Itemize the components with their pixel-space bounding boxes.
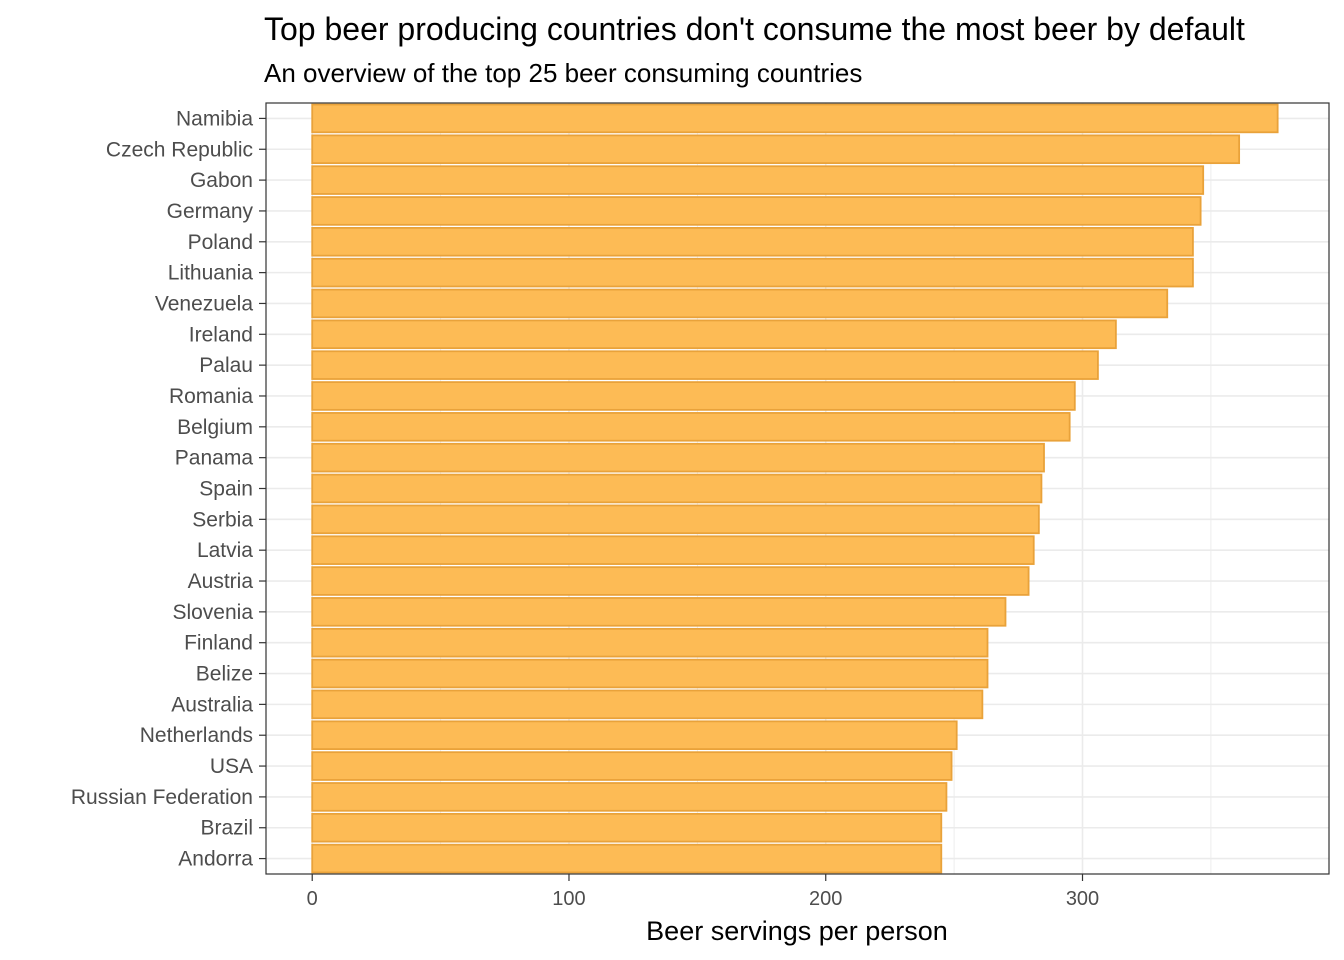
bar-namibia xyxy=(311,103,1279,134)
y-tick-label: Brazil xyxy=(200,817,253,840)
y-tick-label: Spain xyxy=(199,478,253,501)
y-tick-label: Latvia xyxy=(197,539,253,562)
bar-germany xyxy=(311,196,1202,226)
y-tick-label: Finland xyxy=(184,632,253,655)
bar-australia xyxy=(311,689,984,720)
y-tick-label: Slovenia xyxy=(172,601,253,624)
bars xyxy=(311,103,1279,874)
y-tick-label: USA xyxy=(210,755,253,778)
x-axis: 0 100 200 300 xyxy=(307,874,1099,910)
y-tick-label: Andorra xyxy=(178,848,253,871)
bar-slovenia xyxy=(311,597,1007,627)
x-axis-label: Beer servings per person xyxy=(646,916,948,946)
y-tick-label: Ireland xyxy=(189,323,253,346)
bar-poland xyxy=(311,227,1194,257)
y-tick-label: Romania xyxy=(169,385,253,408)
bar-finland xyxy=(311,627,989,658)
y-tick-label: Serbia xyxy=(192,508,253,531)
y-tick-label: Austria xyxy=(188,570,254,593)
y-tick-label: Palau xyxy=(199,354,253,377)
bar-belize xyxy=(311,658,989,689)
bar-gabon xyxy=(311,165,1205,195)
y-tick-label: Belgium xyxy=(177,416,253,439)
y-tick-label: Russian Federation xyxy=(71,786,253,809)
y-tick-label: Gabon xyxy=(190,169,253,192)
bar-panama xyxy=(311,442,1045,473)
bar-lithuania xyxy=(311,257,1194,288)
chart-title: Top beer producing countries don't consu… xyxy=(264,11,1245,47)
y-tick-label: Czech Republic xyxy=(106,138,253,161)
y-tick-label: Lithuania xyxy=(168,262,254,285)
y-tick-label: Venezuela xyxy=(155,292,253,315)
x-tick-label: 300 xyxy=(1066,888,1099,910)
bar-russian-federation xyxy=(311,782,948,812)
bar-usa xyxy=(311,751,953,781)
y-axis: Namibia Czech Republic Gabon Germany Poland L… xyxy=(71,107,266,871)
bar-andorra xyxy=(311,843,943,874)
y-tick-label: Australia xyxy=(171,693,253,716)
bar-austria xyxy=(311,566,1030,596)
x-tick-label: 0 xyxy=(307,888,318,910)
y-tick-label: Poland xyxy=(188,231,253,254)
y-tick-label: Germany xyxy=(167,200,254,223)
bar-spain xyxy=(311,473,1043,504)
x-tick-label: 200 xyxy=(809,888,842,910)
bar-netherlands xyxy=(311,720,958,750)
bar-czech-republic xyxy=(311,134,1241,165)
y-tick-label: Belize xyxy=(196,663,253,686)
bar-belgium xyxy=(311,412,1071,442)
bar-venezuela xyxy=(311,288,1169,319)
bar-romania xyxy=(311,381,1076,411)
bar-ireland xyxy=(311,319,1117,350)
bar-palau xyxy=(311,350,1099,380)
x-tick-label: 100 xyxy=(552,888,585,910)
y-tick-label: Netherlands xyxy=(140,724,253,747)
chart-subtitle: An overview of the top 25 beer consuming… xyxy=(264,58,862,88)
bar-brazil xyxy=(311,812,943,843)
bar-serbia xyxy=(311,504,1040,535)
y-tick-label: Panama xyxy=(175,447,254,470)
bar-latvia xyxy=(311,535,1035,565)
y-tick-label: Namibia xyxy=(176,107,253,130)
